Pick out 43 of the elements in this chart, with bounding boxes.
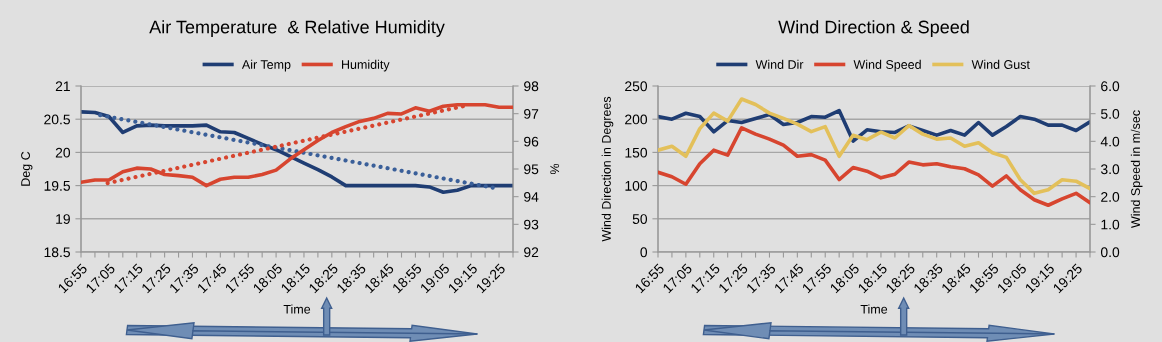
y-tick-label: 150 [625, 147, 648, 158]
y-tick-label: 19 [56, 214, 70, 224]
y2-tick-label: 3.0 [1100, 164, 1120, 175]
chart-title: Air Temperature & Relative Humidity [149, 20, 445, 37]
y-tick-label: 100 [625, 180, 648, 191]
legend-label: Wind Gust [971, 59, 1030, 69]
line-series [658, 108, 1090, 143]
legend-label: Wind Speed [853, 59, 921, 72]
y2-tick-label: 0.0 [1100, 247, 1120, 258]
line-series [81, 103, 513, 188]
y2-tick-label: 92 [524, 247, 539, 258]
y2-tick-label: 94 [524, 192, 539, 202]
y-tick-label: 21 [55, 81, 70, 92]
y-axis-title: Wind Direction in Degrees [601, 96, 614, 242]
y2-axis-title: % [550, 163, 560, 175]
y2-tick-label: 93 [524, 219, 539, 230]
y2-tick-label: 97 [524, 109, 539, 119]
y-tick-label: 250 [625, 81, 648, 92]
legend-label: Wind Dir [755, 59, 804, 69]
y-tick-label: 19.5 [44, 180, 70, 191]
y2-tick-label: 98 [524, 81, 539, 92]
y2-tick-label: 95 [524, 164, 539, 175]
y-tick-label: 20 [55, 147, 71, 158]
y-tick-label: 18.5 [44, 247, 70, 258]
y-tick-label: 200 [625, 114, 648, 125]
x-axis-title: Time [860, 304, 888, 314]
y-tick-label: 20.5 [44, 114, 70, 125]
y-tick-label: 0 [640, 247, 648, 258]
chart-title: Wind Direction & Speed [778, 20, 969, 37]
y2-tick-label: 4.0 [1100, 136, 1120, 147]
y2-tick-label: 6.0 [1101, 81, 1120, 92]
y2-tick-label: 5.0 [1100, 109, 1120, 119]
line-series [658, 97, 1090, 196]
y-tick-label: 50 [632, 214, 648, 224]
y2-tick-label: 96 [524, 136, 539, 147]
y2-tick-label: 2.0 [1101, 192, 1120, 202]
y2-tick-label: 1.0 [1101, 219, 1120, 230]
x-axis-title: Time [283, 304, 311, 314]
legend-label: Air Temp [241, 59, 291, 72]
legend-label: Humidity [342, 59, 390, 72]
y2-axis-title: Wind Speed in m/sec [1130, 110, 1143, 228]
y-axis-title: Deg C [21, 151, 33, 186]
line-series [658, 125, 1090, 208]
